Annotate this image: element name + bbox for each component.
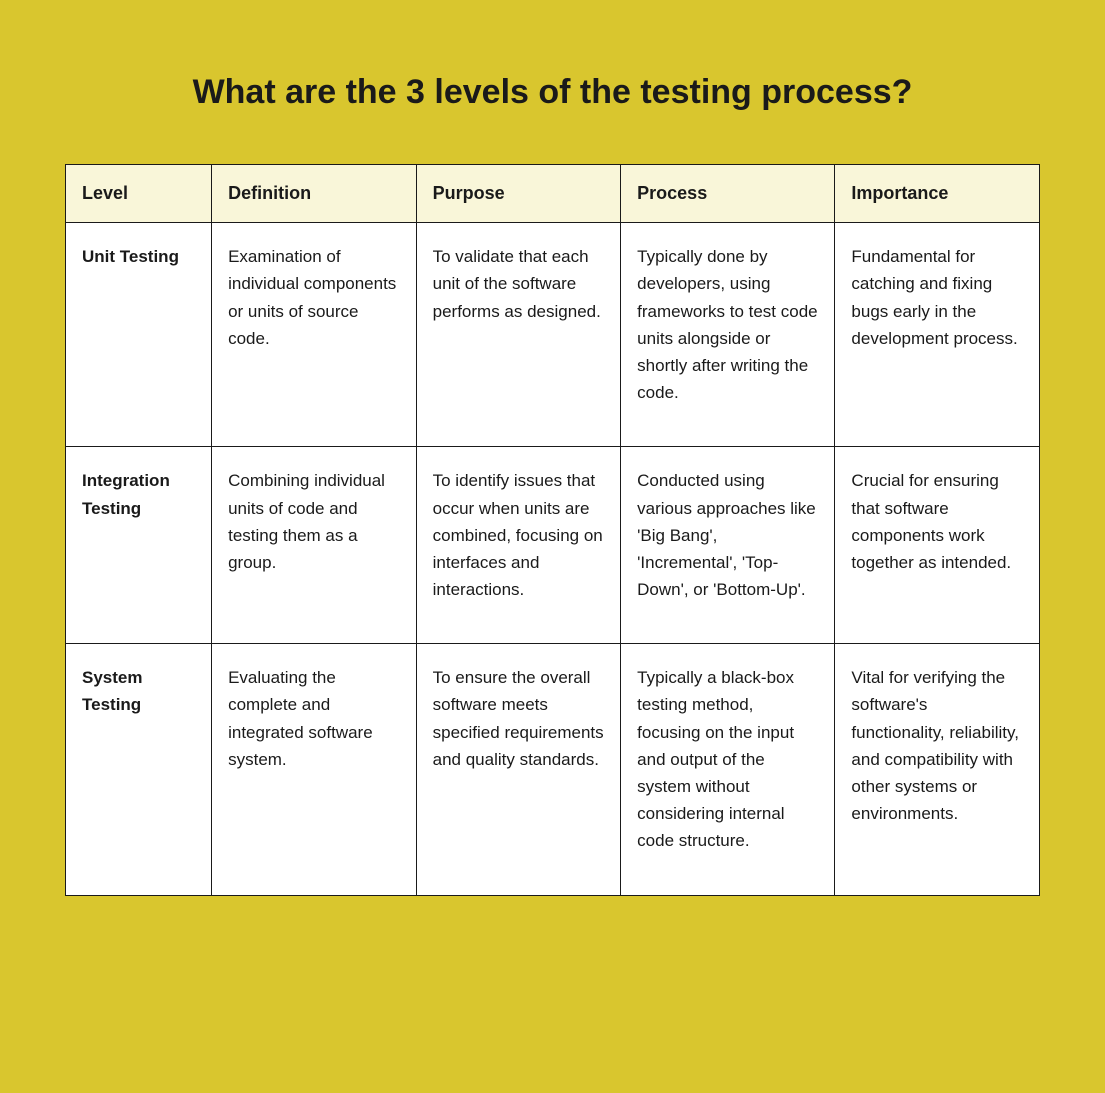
cell-definition: Evaluating the complete and integrated s… (212, 644, 417, 895)
cell-purpose: To validate that each unit of the softwa… (416, 223, 621, 447)
table-row: Integration Testing Combining individual… (66, 447, 1040, 644)
cell-importance: Fundamental for catching and fixing bugs… (835, 223, 1040, 447)
col-header-level: Level (66, 165, 212, 223)
cell-level: Unit Testing (66, 223, 212, 447)
testing-levels-table: Level Definition Purpose Process Importa… (65, 164, 1040, 895)
cell-level: Integration Testing (66, 447, 212, 644)
cell-process: Conducted using various approaches like … (621, 447, 835, 644)
cell-definition: Combining individual units of code and t… (212, 447, 417, 644)
cell-purpose: To ensure the overall software meets spe… (416, 644, 621, 895)
cell-purpose: To identify issues that occur when units… (416, 447, 621, 644)
col-header-process: Process (621, 165, 835, 223)
table-row: Unit Testing Examination of individual c… (66, 223, 1040, 447)
cell-importance: Crucial for ensuring that software compo… (835, 447, 1040, 644)
cell-process: Typically a black-box testing method, fo… (621, 644, 835, 895)
table-row: System Testing Evaluating the complete a… (66, 644, 1040, 895)
col-header-purpose: Purpose (416, 165, 621, 223)
cell-process: Typically done by developers, using fram… (621, 223, 835, 447)
cell-definition: Examination of individual components or … (212, 223, 417, 447)
cell-importance: Vital for verifying the software's funct… (835, 644, 1040, 895)
cell-level: System Testing (66, 644, 212, 895)
col-header-definition: Definition (212, 165, 417, 223)
table-header-row: Level Definition Purpose Process Importa… (66, 165, 1040, 223)
col-header-importance: Importance (835, 165, 1040, 223)
page-title: What are the 3 levels of the testing pro… (65, 70, 1040, 114)
